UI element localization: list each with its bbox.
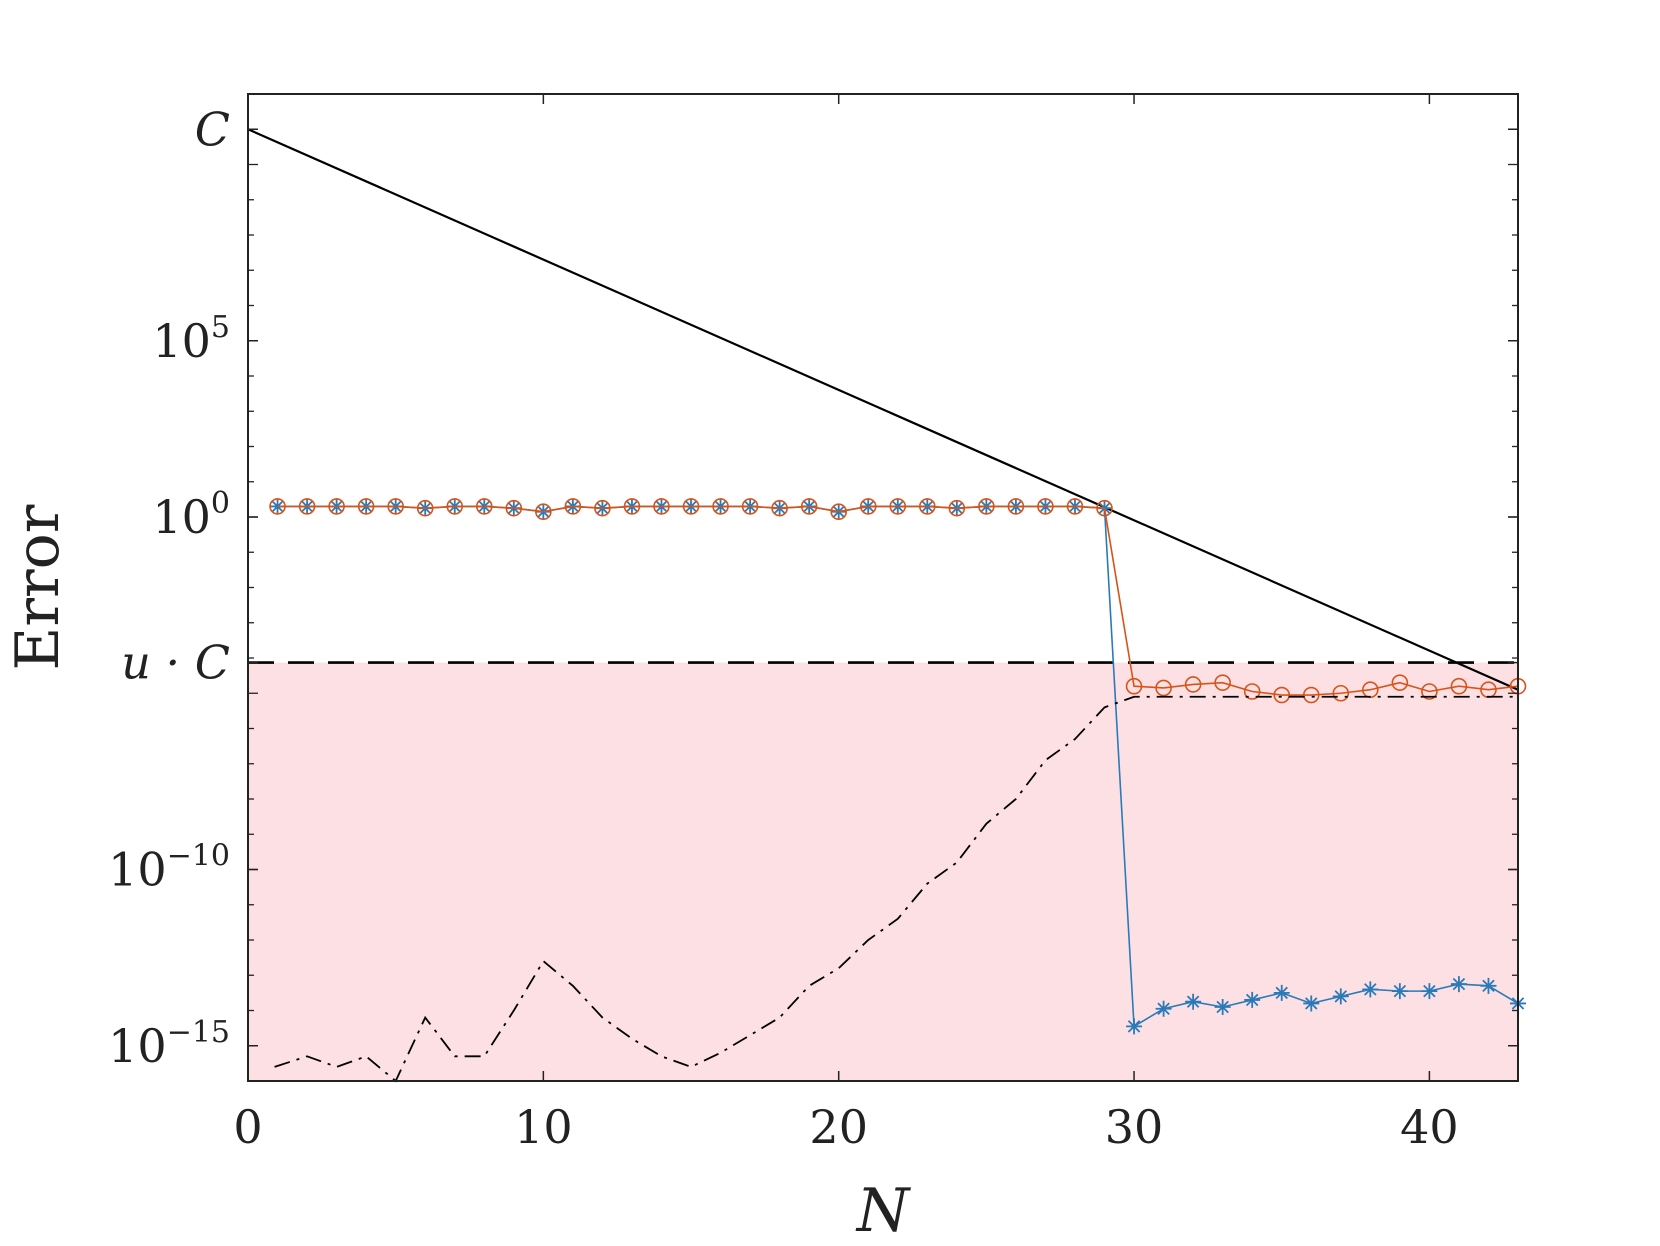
data-point-circle xyxy=(800,498,818,515)
data-point-circle xyxy=(830,503,847,521)
y-axis-label: Error xyxy=(3,504,73,670)
data-point-circle xyxy=(653,498,670,515)
y-tick-label: 105 xyxy=(152,310,230,368)
data-point-circle xyxy=(1243,683,1261,700)
data-point-circle xyxy=(269,498,286,515)
reference-lines xyxy=(247,128,1519,691)
data-point-circle xyxy=(712,498,729,515)
tick-exponent: −10 xyxy=(167,839,230,874)
data-point-circle xyxy=(948,499,966,517)
data-point-star xyxy=(1362,981,1379,998)
data-point-circle xyxy=(475,498,493,515)
x-tick-label: 0 xyxy=(233,1100,262,1154)
tick-base: 10 xyxy=(108,1019,167,1073)
data-point-circle xyxy=(1037,498,1054,515)
tick-exponent: −15 xyxy=(167,1015,230,1050)
bound-solid-line xyxy=(247,128,1519,691)
x-axis-label: N xyxy=(855,1176,912,1246)
tick-base: 10 xyxy=(152,490,211,544)
data-point-star xyxy=(1273,984,1290,1001)
data-point-circle xyxy=(859,498,877,515)
data-point-circle xyxy=(594,499,611,517)
data-point-circle xyxy=(1421,683,1438,700)
data-point-circle xyxy=(1096,499,1113,517)
y-tick-label: C xyxy=(195,102,230,156)
low-error-region xyxy=(248,662,1518,1081)
data-point-circle xyxy=(1214,674,1231,691)
x-tick-label: 20 xyxy=(809,1100,868,1154)
data-point-circle xyxy=(446,498,464,515)
tick-base: 10 xyxy=(108,843,167,897)
y-tick-label: 10−15 xyxy=(108,1015,230,1073)
data-point-circle xyxy=(564,498,582,515)
data-point-circle xyxy=(1450,677,1468,695)
data-point-star xyxy=(1244,991,1261,1008)
data-point-circle xyxy=(1302,686,1320,704)
data-point-star xyxy=(1450,976,1467,993)
data-point-star xyxy=(1214,998,1231,1015)
tick-exponent: 0 xyxy=(211,486,230,521)
data-point-star xyxy=(1332,988,1349,1005)
data-point-circle xyxy=(535,503,552,521)
data-point-circle xyxy=(416,499,434,517)
data-point-circle xyxy=(623,498,641,515)
data-point-star xyxy=(1421,983,1438,1000)
data-point-circle xyxy=(1332,684,1350,702)
data-point-circle xyxy=(1066,498,1084,515)
data-point-circle xyxy=(328,498,345,515)
data-point-circle xyxy=(889,498,907,515)
series-dashdot xyxy=(274,695,1518,1083)
tick-base: 10 xyxy=(152,314,211,368)
data-point-circle xyxy=(919,498,936,515)
data-point-circle xyxy=(1184,676,1202,693)
data-point-circle xyxy=(1007,498,1025,515)
data-point-circle xyxy=(682,498,700,515)
y-tick-label: 100 xyxy=(152,486,230,544)
data-point-star xyxy=(1126,1018,1143,1035)
data-point-star xyxy=(1185,993,1202,1010)
series-circle xyxy=(269,498,1527,704)
x-tick-labels: 0 10 20 30 40 xyxy=(233,1100,1458,1154)
data-point-circle xyxy=(357,498,375,515)
data-point-circle xyxy=(1125,677,1143,695)
tick-exponent: 5 xyxy=(211,310,230,345)
data-point-circle xyxy=(1155,679,1172,697)
data-point-star xyxy=(1303,995,1320,1012)
data-point-circle xyxy=(505,499,523,517)
data-point-circle xyxy=(771,499,788,517)
x-tick-label: 40 xyxy=(1400,1100,1459,1154)
y-tick-label: 10−10 xyxy=(108,839,230,897)
y-tick-label: u · C xyxy=(121,636,230,690)
data-point-circle xyxy=(978,498,995,515)
series-layer xyxy=(269,498,1527,1083)
data-point-circle xyxy=(1391,674,1409,691)
series-line xyxy=(277,505,1519,696)
x-tick-label: 10 xyxy=(514,1100,573,1154)
data-point-star xyxy=(1155,1000,1172,1017)
data-point-star xyxy=(1391,983,1408,1000)
data-point-circle xyxy=(298,498,316,515)
data-point-circle xyxy=(1273,686,1291,704)
x-tick-label: 30 xyxy=(1105,1100,1164,1154)
axis-ticks xyxy=(247,94,1518,1081)
data-point-circle xyxy=(387,498,404,515)
data-point-circle xyxy=(741,498,759,515)
series-line xyxy=(274,695,1518,1083)
data-point-star xyxy=(1480,977,1497,994)
